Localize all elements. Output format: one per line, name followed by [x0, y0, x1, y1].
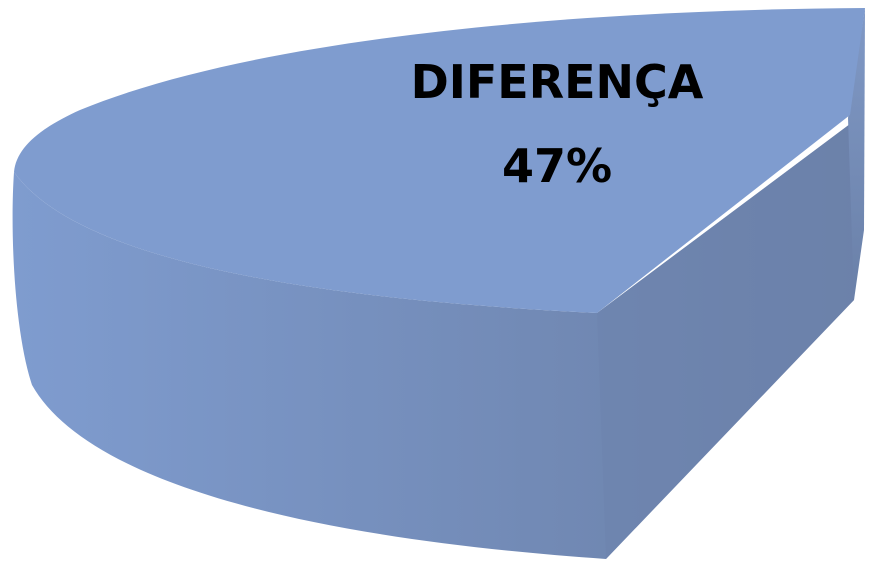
- pie-slice-side-inner: [597, 118, 858, 559]
- slice-label-value: 47%: [502, 139, 612, 193]
- pie-slice-side-edge: [848, 8, 865, 300]
- slice-label-name: DIFERENÇA: [411, 55, 704, 109]
- pie-slice-top: [14, 8, 865, 313]
